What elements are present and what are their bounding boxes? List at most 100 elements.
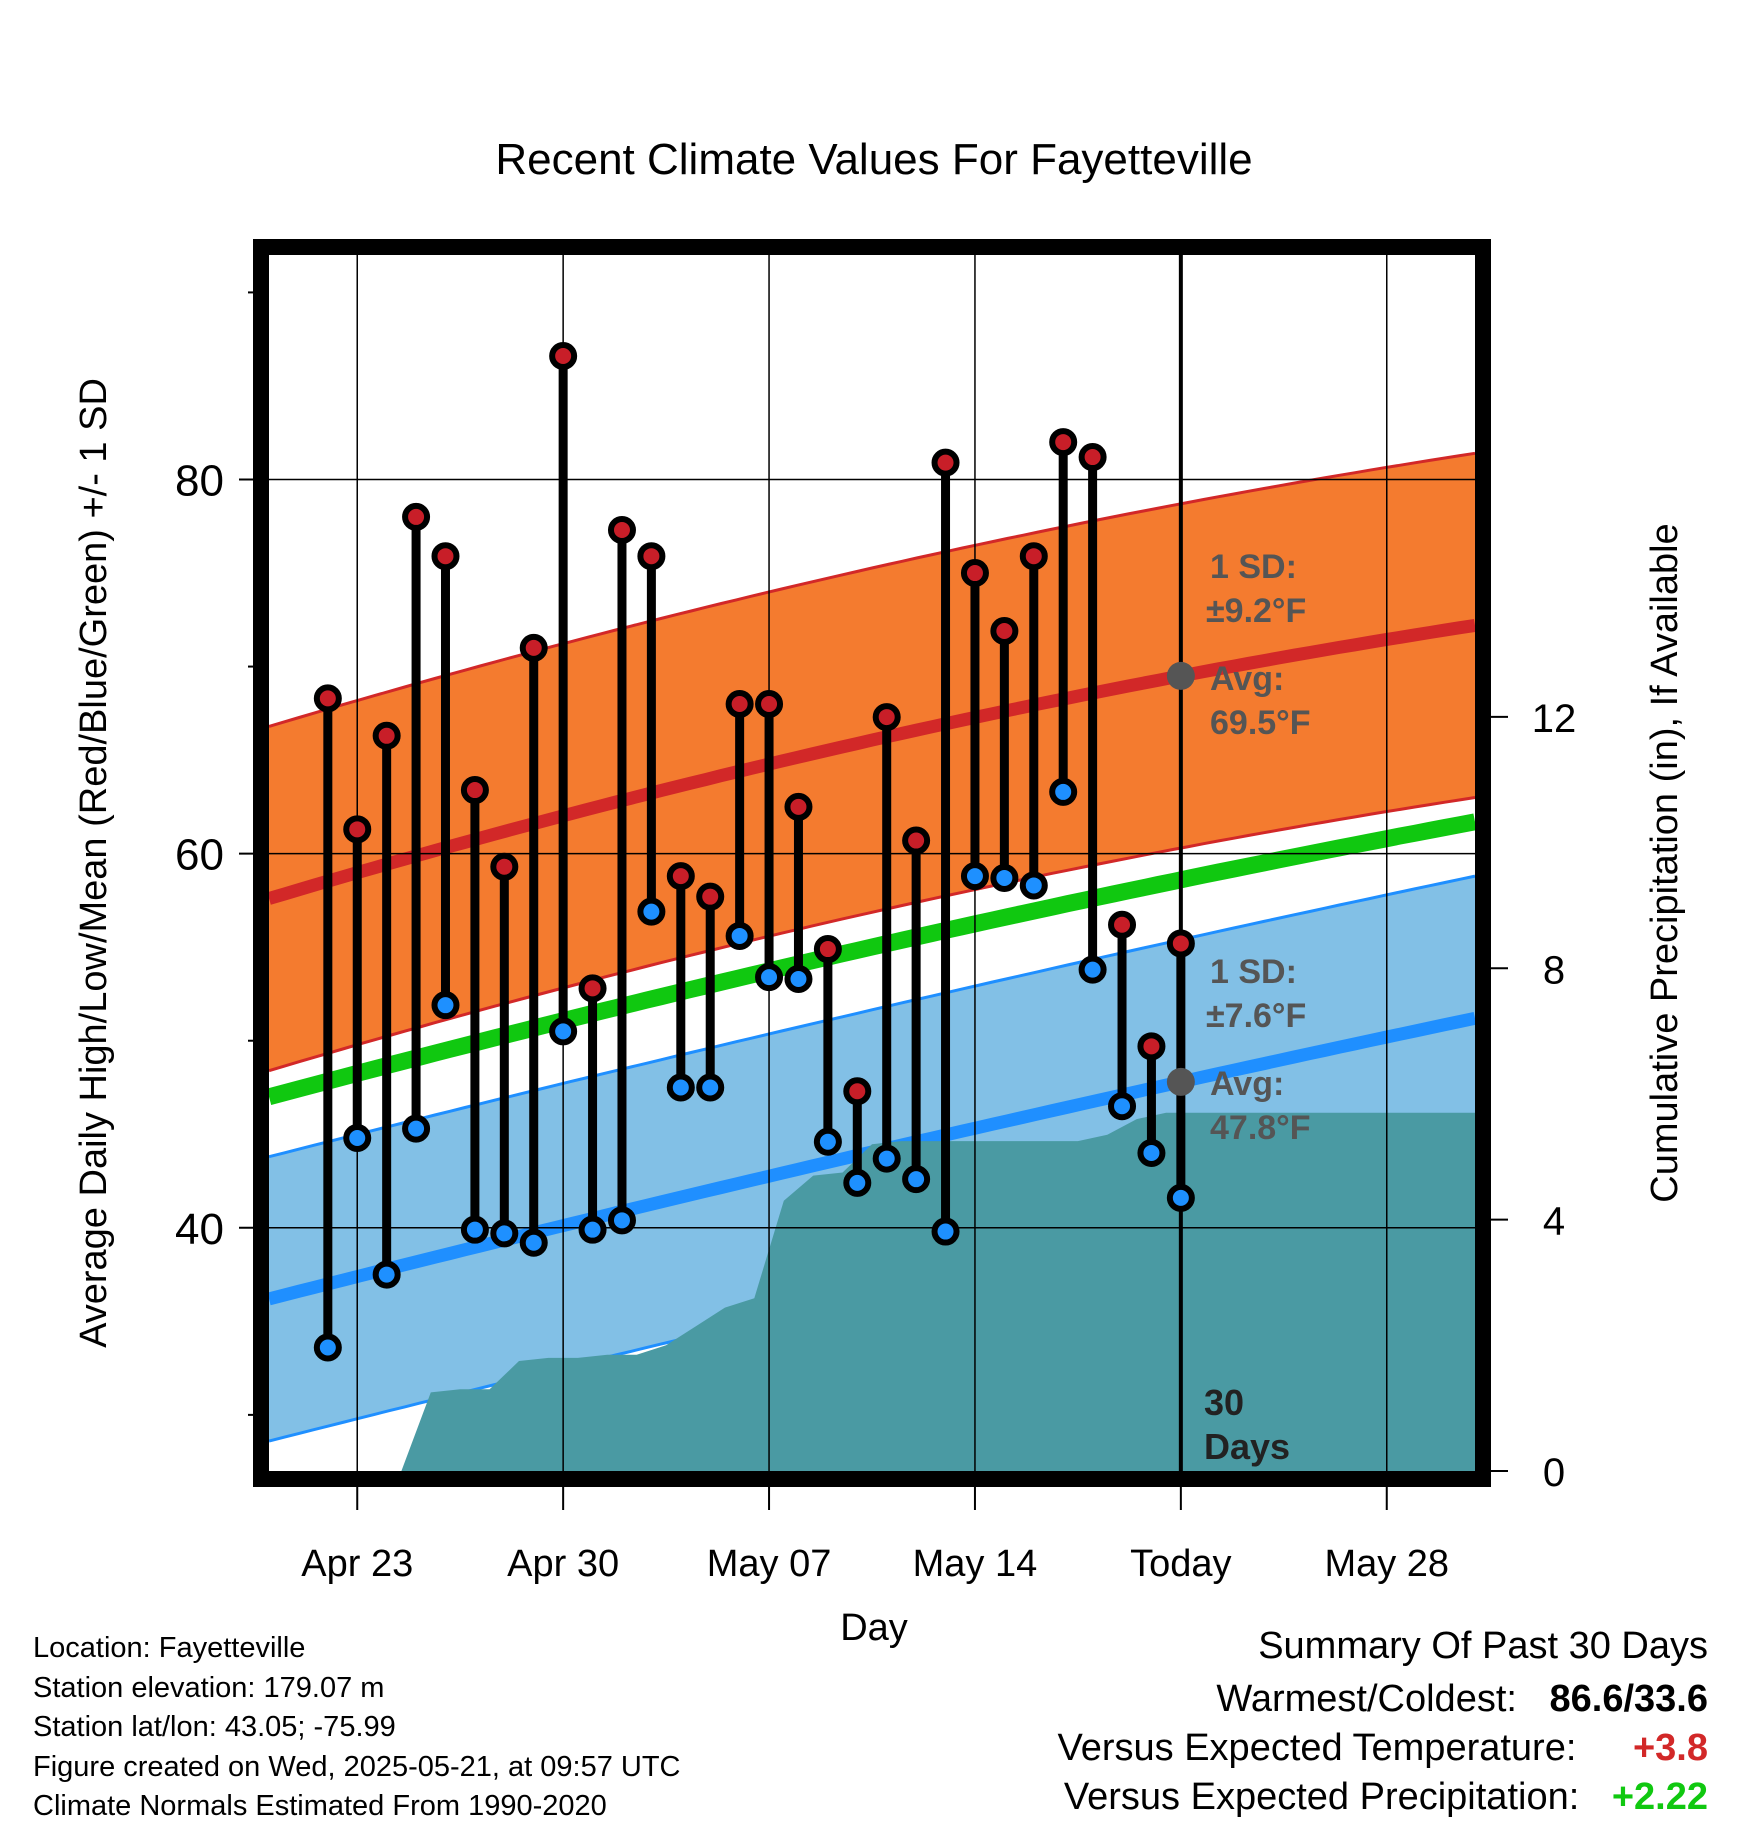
daily-stems bbox=[323, 351, 1186, 1353]
high-point bbox=[696, 882, 725, 911]
low-point bbox=[343, 1124, 372, 1153]
precip-area bbox=[401, 1112, 1475, 1471]
summary-temp-label: Versus Expected Temperature: bbox=[1057, 1727, 1577, 1769]
low-point bbox=[637, 897, 666, 926]
x-tick-label: May 07 bbox=[707, 1543, 832, 1585]
low-point bbox=[1108, 1092, 1137, 1121]
low-sd-value: ±7.6°F bbox=[1206, 997, 1306, 1035]
y-tick-label: 80 bbox=[175, 456, 224, 505]
summary-title: Summary Of Past 30 Days bbox=[1258, 1625, 1708, 1667]
high-point bbox=[843, 1077, 872, 1106]
high-point bbox=[431, 542, 460, 571]
high-avg-value: 69.5°F bbox=[1210, 704, 1311, 742]
low-point bbox=[519, 1228, 548, 1257]
high-point bbox=[755, 689, 784, 718]
plot-frame bbox=[253, 239, 1491, 1487]
today-label: 30 Days bbox=[1204, 1382, 1290, 1467]
low-point bbox=[666, 1073, 695, 1102]
high-point bbox=[519, 633, 548, 662]
low-point bbox=[607, 1206, 636, 1235]
today-label-line: 30 bbox=[1204, 1382, 1244, 1423]
high-point bbox=[578, 974, 607, 1003]
x-tick-label: May 28 bbox=[1324, 1543, 1449, 1585]
high-point bbox=[313, 684, 342, 713]
footer-latlon: Station lat/lon: 43.05; -75.99 bbox=[33, 1711, 396, 1743]
y-right-tick-label: 12 bbox=[1532, 697, 1577, 741]
high-band-upper-edge bbox=[268, 451, 1476, 728]
today-label-line: Days bbox=[1204, 1426, 1290, 1467]
precip-layer bbox=[401, 1112, 1475, 1471]
summary-precip-value: +2.22 bbox=[1611, 1776, 1708, 1818]
x-tick-label: May 14 bbox=[913, 1543, 1038, 1585]
summary-warm-cold: Warmest/Coldest: 86.6/33.6 bbox=[1216, 1680, 1708, 1718]
x-axis-label: Day bbox=[840, 1607, 908, 1649]
high-point bbox=[666, 862, 695, 891]
low-band-upper-edge bbox=[268, 874, 1476, 1159]
summary-precip: Versus Expected Precipitation: +2.22 bbox=[1064, 1778, 1708, 1816]
high-point bbox=[931, 448, 960, 477]
high-point bbox=[607, 516, 636, 545]
low-point bbox=[843, 1168, 872, 1197]
high-point bbox=[784, 792, 813, 821]
low-point bbox=[431, 991, 460, 1020]
low-point bbox=[460, 1215, 489, 1244]
high-avg-label: Avg: bbox=[1210, 660, 1284, 698]
high-point bbox=[1019, 542, 1048, 571]
high-point bbox=[343, 815, 372, 844]
footer-location: Location: Fayetteville bbox=[33, 1632, 306, 1664]
low-point bbox=[755, 963, 784, 992]
high-sd-value: ±9.2°F bbox=[1206, 592, 1306, 630]
footer-normals: Climate Normals Estimated From 1990-2020 bbox=[33, 1790, 607, 1822]
low-avg-marker bbox=[1166, 1067, 1195, 1096]
low-point bbox=[402, 1114, 431, 1143]
high-mean-line bbox=[267, 618, 1476, 905]
normal-annotations: 1 SD: ±9.2°F Avg: 69.5°F 1 SD: ±7.6°F Av… bbox=[1204, 548, 1311, 1467]
y-axis-label-left: Average Daily High/Low/Mean (Red/Blue/Gr… bbox=[73, 378, 115, 1348]
x-tick-label: Today bbox=[1130, 1543, 1231, 1585]
summary-warm-cold-value: 86.6/33.6 bbox=[1549, 1678, 1708, 1720]
overall-mean-line bbox=[266, 813, 1477, 1106]
low-point bbox=[902, 1165, 931, 1194]
low-point bbox=[813, 1127, 842, 1156]
low-point bbox=[990, 863, 1019, 892]
high-point bbox=[902, 826, 931, 855]
low-avg-value: 47.8°F bbox=[1210, 1109, 1311, 1147]
low-sd-label: 1 SD: bbox=[1210, 953, 1297, 991]
low-point bbox=[696, 1073, 725, 1102]
low-point bbox=[872, 1144, 901, 1173]
low-point bbox=[784, 964, 813, 993]
y-axis-label-right: Cumulative Precipitation (in), If Availa… bbox=[1644, 523, 1686, 1202]
high-point bbox=[549, 342, 578, 371]
low-point bbox=[549, 1017, 578, 1046]
summary-warm-cold-label: Warmest/Coldest: bbox=[1216, 1678, 1517, 1720]
high-avg-marker bbox=[1166, 661, 1195, 690]
low-point bbox=[1019, 871, 1048, 900]
footer-elevation: Station elevation: 179.07 m bbox=[33, 1672, 385, 1704]
high-point bbox=[725, 689, 754, 718]
high-point bbox=[637, 542, 666, 571]
axes: 40 60 80 0 4 8 12 Apr 23 Apr 30 May 07 May 14 Today… bbox=[175, 291, 1577, 1585]
high-point bbox=[490, 852, 519, 881]
low-point bbox=[725, 921, 754, 950]
low-point bbox=[1078, 955, 1107, 984]
chart-title: Recent Climate Values For Fayetteville bbox=[495, 135, 1252, 184]
summary-temp: Versus Expected Temperature: +3.8 bbox=[1057, 1729, 1708, 1767]
low-point bbox=[1049, 777, 1078, 806]
low-point bbox=[931, 1217, 960, 1246]
high-point bbox=[1078, 443, 1107, 472]
high-point bbox=[1108, 910, 1137, 939]
low-point bbox=[1137, 1138, 1166, 1167]
low-point bbox=[1166, 1183, 1195, 1212]
high-sd-band bbox=[269, 453, 1475, 1071]
high-sd-label: 1 SD: bbox=[1210, 548, 1297, 586]
y-right-tick-label: 0 bbox=[1543, 1451, 1565, 1495]
high-point bbox=[372, 721, 401, 750]
summary-temp-value: +3.8 bbox=[1632, 1727, 1708, 1769]
high-point bbox=[1166, 929, 1195, 958]
high-point bbox=[813, 935, 842, 964]
x-tick-label: Apr 30 bbox=[507, 1543, 619, 1585]
footer-created: Figure created on Wed, 2025-05-21, at 09… bbox=[33, 1751, 681, 1783]
high-point bbox=[960, 559, 989, 588]
y-tick-label: 40 bbox=[175, 1205, 224, 1254]
